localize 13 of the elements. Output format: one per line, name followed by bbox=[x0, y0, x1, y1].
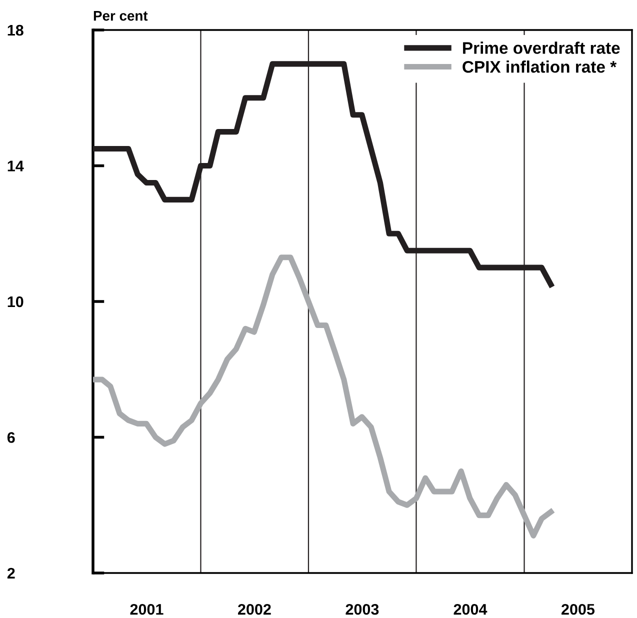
y-tick-label: 18 bbox=[8, 24, 24, 36]
x-tick-label: 2003 bbox=[346, 604, 379, 615]
y-tick-label: 6 bbox=[7, 432, 15, 443]
y-tick-label: 10 bbox=[8, 296, 24, 308]
legend-label: Prime overdraft rate bbox=[463, 42, 620, 54]
x-tick-label: 2002 bbox=[238, 604, 271, 615]
x-tick-label: 2001 bbox=[130, 604, 164, 615]
x-tick-label: 2005 bbox=[562, 604, 595, 615]
legend-label: CPIX inflation rate * bbox=[462, 60, 617, 73]
y-axis-title: Per cent bbox=[94, 11, 148, 21]
x-tick-label: 2004 bbox=[454, 604, 488, 615]
y-tick-label: 2 bbox=[7, 568, 15, 579]
y-tick-label: 14 bbox=[8, 160, 24, 172]
